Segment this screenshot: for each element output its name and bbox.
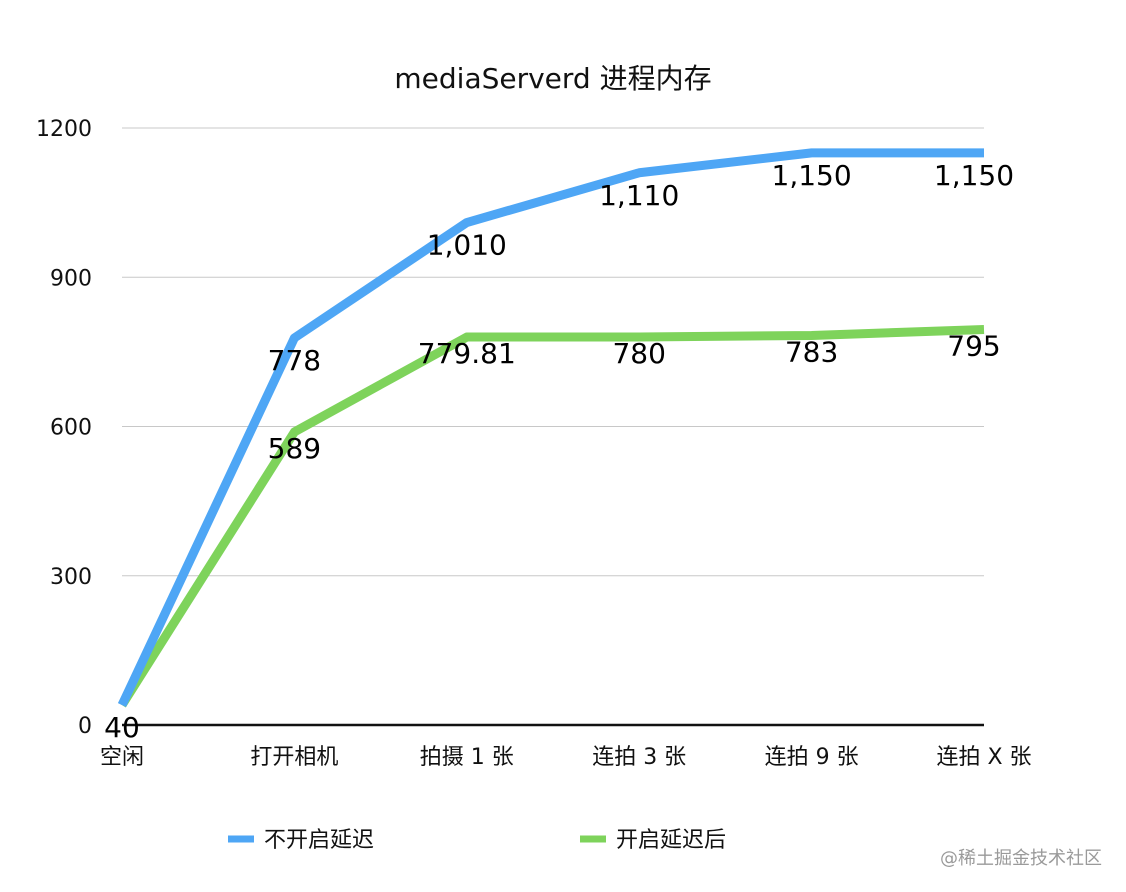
- data-label: 778: [268, 344, 321, 377]
- legend: 不开启延迟 开启延迟后: [228, 828, 726, 853]
- chart-title: mediaServerd 进程内存: [394, 62, 711, 95]
- grid-lines: [122, 127, 984, 577]
- series-line-开启延迟后: [118, 324, 985, 708]
- data-labels: 40 778 1,010 1,110 1,150 1,150 589 779.81 780 783…: [104, 159, 1014, 744]
- data-label: 780: [612, 337, 665, 370]
- data-label: 779.81: [418, 337, 516, 370]
- x-tick-label: 连拍 9 张: [765, 745, 859, 770]
- data-label: 1,150: [772, 159, 852, 192]
- data-label: 1,110: [599, 179, 679, 212]
- watermark-text: @稀土掘金技术社区: [940, 848, 1102, 869]
- y-axis: 0 300 600 900 1200: [36, 117, 92, 739]
- data-label: 589: [268, 432, 321, 465]
- y-tick-label: 900: [50, 266, 92, 291]
- x-tick-label: 打开相机: [250, 745, 338, 770]
- x-tick-label: 连拍 X 张: [936, 745, 1031, 770]
- y-tick-label: 600: [50, 416, 92, 441]
- series-line-不开启延迟: [117, 148, 984, 708]
- y-tick-label: 300: [50, 565, 92, 590]
- x-tick-label: 连拍 3 张: [592, 745, 686, 770]
- data-label: 1,010: [427, 229, 507, 262]
- y-tick-label: 0: [78, 714, 92, 739]
- x-tick-label: 空闲: [100, 745, 144, 770]
- data-label: 783: [785, 335, 838, 368]
- data-label: 40: [104, 711, 140, 744]
- data-label: 1,150: [934, 159, 1014, 192]
- data-label: 795: [947, 329, 1000, 362]
- x-axis: 空闲 打开相机 拍摄 1 张 连拍 3 张 连拍 9 张 连拍 X 张: [100, 723, 1032, 770]
- y-tick-label: 1200: [36, 117, 92, 142]
- x-tick-label: 拍摄 1 张: [420, 745, 514, 770]
- legend-label: 开启延迟后: [616, 828, 726, 853]
- legend-label: 不开启延迟: [264, 828, 374, 853]
- series-lines: [117, 148, 985, 708]
